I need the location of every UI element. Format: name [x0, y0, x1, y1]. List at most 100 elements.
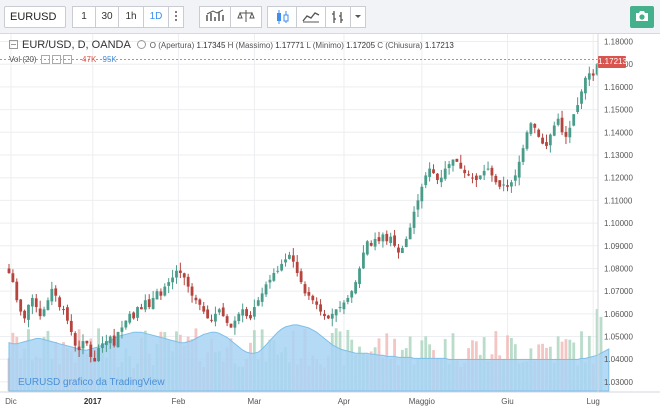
candle-body: [350, 291, 354, 298]
candle-body: [136, 307, 139, 318]
candle-body: [116, 332, 120, 348]
chart-style-icon[interactable]: [199, 6, 231, 28]
candle-body: [128, 313, 132, 323]
hide-icon[interactable]: [51, 55, 61, 65]
candle-body: [428, 168, 432, 177]
camera-icon[interactable]: [630, 6, 654, 28]
candle-body: [186, 276, 190, 287]
indicators-icon[interactable]: [325, 6, 351, 28]
collapse-icon[interactable]: [9, 40, 18, 50]
candle-body: [342, 302, 346, 310]
candle-body: [459, 162, 463, 169]
time-tick-label: Maggio: [409, 397, 436, 406]
candle-body: [424, 175, 428, 186]
volume-label: Vol (20): [9, 55, 37, 64]
candle-body: [85, 340, 89, 344]
candle-body: [245, 309, 248, 317]
time-tick-label: 2017: [84, 397, 102, 406]
candle-body: [311, 295, 315, 301]
interval-1-button[interactable]: 1: [72, 6, 96, 28]
candle-body: [50, 288, 54, 302]
settings-icon[interactable]: [40, 55, 50, 65]
candle-body: [560, 117, 564, 133]
candle-body: [432, 169, 435, 174]
candle-body: [38, 308, 42, 317]
candle-body: [393, 235, 396, 246]
price-tick-label: 1.09000: [604, 242, 633, 251]
candle-body: [284, 259, 287, 263]
interval-1d-button[interactable]: 1D: [143, 6, 169, 28]
watermark: EURUSD grafico da TradingView: [18, 377, 165, 388]
candle-body: [576, 105, 580, 112]
candle-body: [276, 270, 280, 272]
candles-icon[interactable]: [267, 6, 297, 28]
dropdown-arrow-icon[interactable]: [350, 6, 366, 28]
time-axis: Dic2017FebMarAprMaggioGiuLugAgo: [5, 397, 600, 406]
price-tick-label: 1.07000: [604, 287, 633, 296]
candle-body: [513, 175, 517, 181]
candle-body: [334, 309, 338, 316]
time-tick-label: Feb: [172, 397, 186, 406]
candle-body: [221, 307, 225, 317]
candle-body: [167, 282, 171, 286]
price-tick-label: 1.08000: [604, 264, 633, 273]
candle-body: [467, 174, 470, 176]
candle-body: [584, 77, 587, 94]
time-tick-label: Apr: [338, 397, 351, 406]
top-toolbar: EURUSD 1 30 1h 1D: [0, 0, 660, 34]
visibility-icon[interactable]: [136, 40, 146, 50]
candle-body: [272, 273, 276, 281]
price-tick-label: 1.06000: [604, 310, 633, 319]
candle-body: [198, 299, 202, 305]
candle-body: [385, 233, 389, 242]
low-label: L (Minimo): [306, 41, 344, 50]
candle-body: [120, 327, 124, 332]
last-price-tag: 1.17213: [598, 56, 627, 68]
candle-body: [463, 169, 467, 174]
candle-body: [252, 307, 256, 317]
candle-body: [502, 184, 506, 186]
candle-body: [369, 242, 373, 246]
candle-body: [486, 168, 490, 170]
candle-body: [529, 123, 533, 134]
candle-body: [299, 271, 303, 283]
interval-1h-button[interactable]: 1h: [118, 6, 144, 28]
time-tick-label: Lug: [587, 397, 600, 406]
candle-body: [404, 238, 408, 248]
price-tick-label: 1.14000: [604, 128, 633, 137]
candle-body: [525, 132, 529, 149]
volume-ma-value: 95K: [102, 55, 117, 64]
compare-icon[interactable]: [230, 6, 262, 28]
time-tick-label: Giu: [501, 397, 513, 406]
candle-body: [443, 168, 447, 179]
volume-value: 47K: [82, 55, 97, 64]
candle-body: [233, 320, 237, 328]
candle-body: [556, 118, 560, 125]
candle-body: [58, 297, 62, 308]
price-tick-label: 1.05000: [604, 333, 633, 342]
area-chart-icon[interactable]: [296, 6, 326, 28]
candle-body: [124, 320, 128, 328]
close-value: 1.17213: [424, 41, 454, 50]
interval-30-button[interactable]: 30: [95, 6, 119, 28]
interval-more-icon[interactable]: [168, 6, 184, 28]
candle-body: [545, 142, 548, 146]
candle-body: [97, 347, 100, 362]
symbol-input[interactable]: EURUSD: [4, 6, 66, 28]
close-icon[interactable]: [62, 55, 72, 65]
price-chart[interactable]: 1.180001.170001.160001.150001.140001.130…: [0, 34, 660, 413]
candle-body: [451, 159, 455, 166]
candle-body: [202, 306, 206, 312]
candle-body: [381, 234, 385, 242]
candle-body: [249, 315, 252, 319]
candle-body: [548, 134, 552, 146]
candle-body: [194, 297, 198, 301]
candle-body: [77, 346, 81, 351]
candle-body: [182, 273, 186, 278]
candle-body: [66, 307, 69, 321]
candle-body: [260, 293, 264, 302]
candle-body: [206, 309, 210, 319]
high-label: H (Massimo): [227, 41, 273, 50]
candle-body: [510, 182, 513, 187]
candle-body: [241, 309, 245, 316]
